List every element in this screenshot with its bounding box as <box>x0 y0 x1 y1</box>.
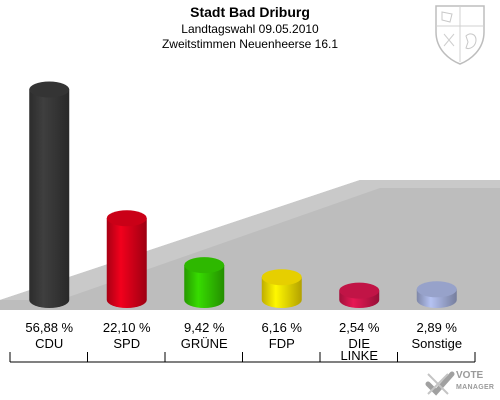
bar-spd <box>106 210 147 308</box>
bar-grüne <box>184 257 225 308</box>
chart-subtitle: Landtagswahl 09.05.2010 <box>181 22 319 36</box>
watermark-manager: MANAGER <box>456 384 495 391</box>
value-label-sonstige: 2,89 % <box>417 320 458 335</box>
watermark-vote: VOTE <box>456 370 484 381</box>
bar-die-linke <box>339 282 380 308</box>
category-label-cdu: CDU <box>35 336 63 351</box>
bar-cdu <box>29 81 70 308</box>
bar-sonstige <box>416 281 457 308</box>
value-label-grüne: 9,42 % <box>184 320 225 335</box>
chart-subtitle-2: Zweitstimmen Neuenheerse 16.1 <box>161 37 339 51</box>
value-label-fdp: 6,16 % <box>262 320 303 335</box>
vote-check-icon <box>425 371 455 396</box>
value-label-die-linke: 2,54 % <box>339 320 380 335</box>
category-label-spd: SPD <box>113 336 140 351</box>
bar-fdp <box>261 269 302 308</box>
category-label-fdp: FDP <box>269 336 295 351</box>
value-label-spd: 22,10 % <box>103 320 151 335</box>
category-label-sonstige: Sonstige <box>411 336 462 351</box>
coat-of-arms-icon <box>435 5 485 65</box>
value-label-cdu: 56,88 % <box>25 320 73 335</box>
chart-title: Stadt Bad Driburg <box>190 4 310 20</box>
category-label-grüne: GRÜNE <box>181 336 228 351</box>
category-label-die-linke: DIE LINKE <box>340 336 378 363</box>
